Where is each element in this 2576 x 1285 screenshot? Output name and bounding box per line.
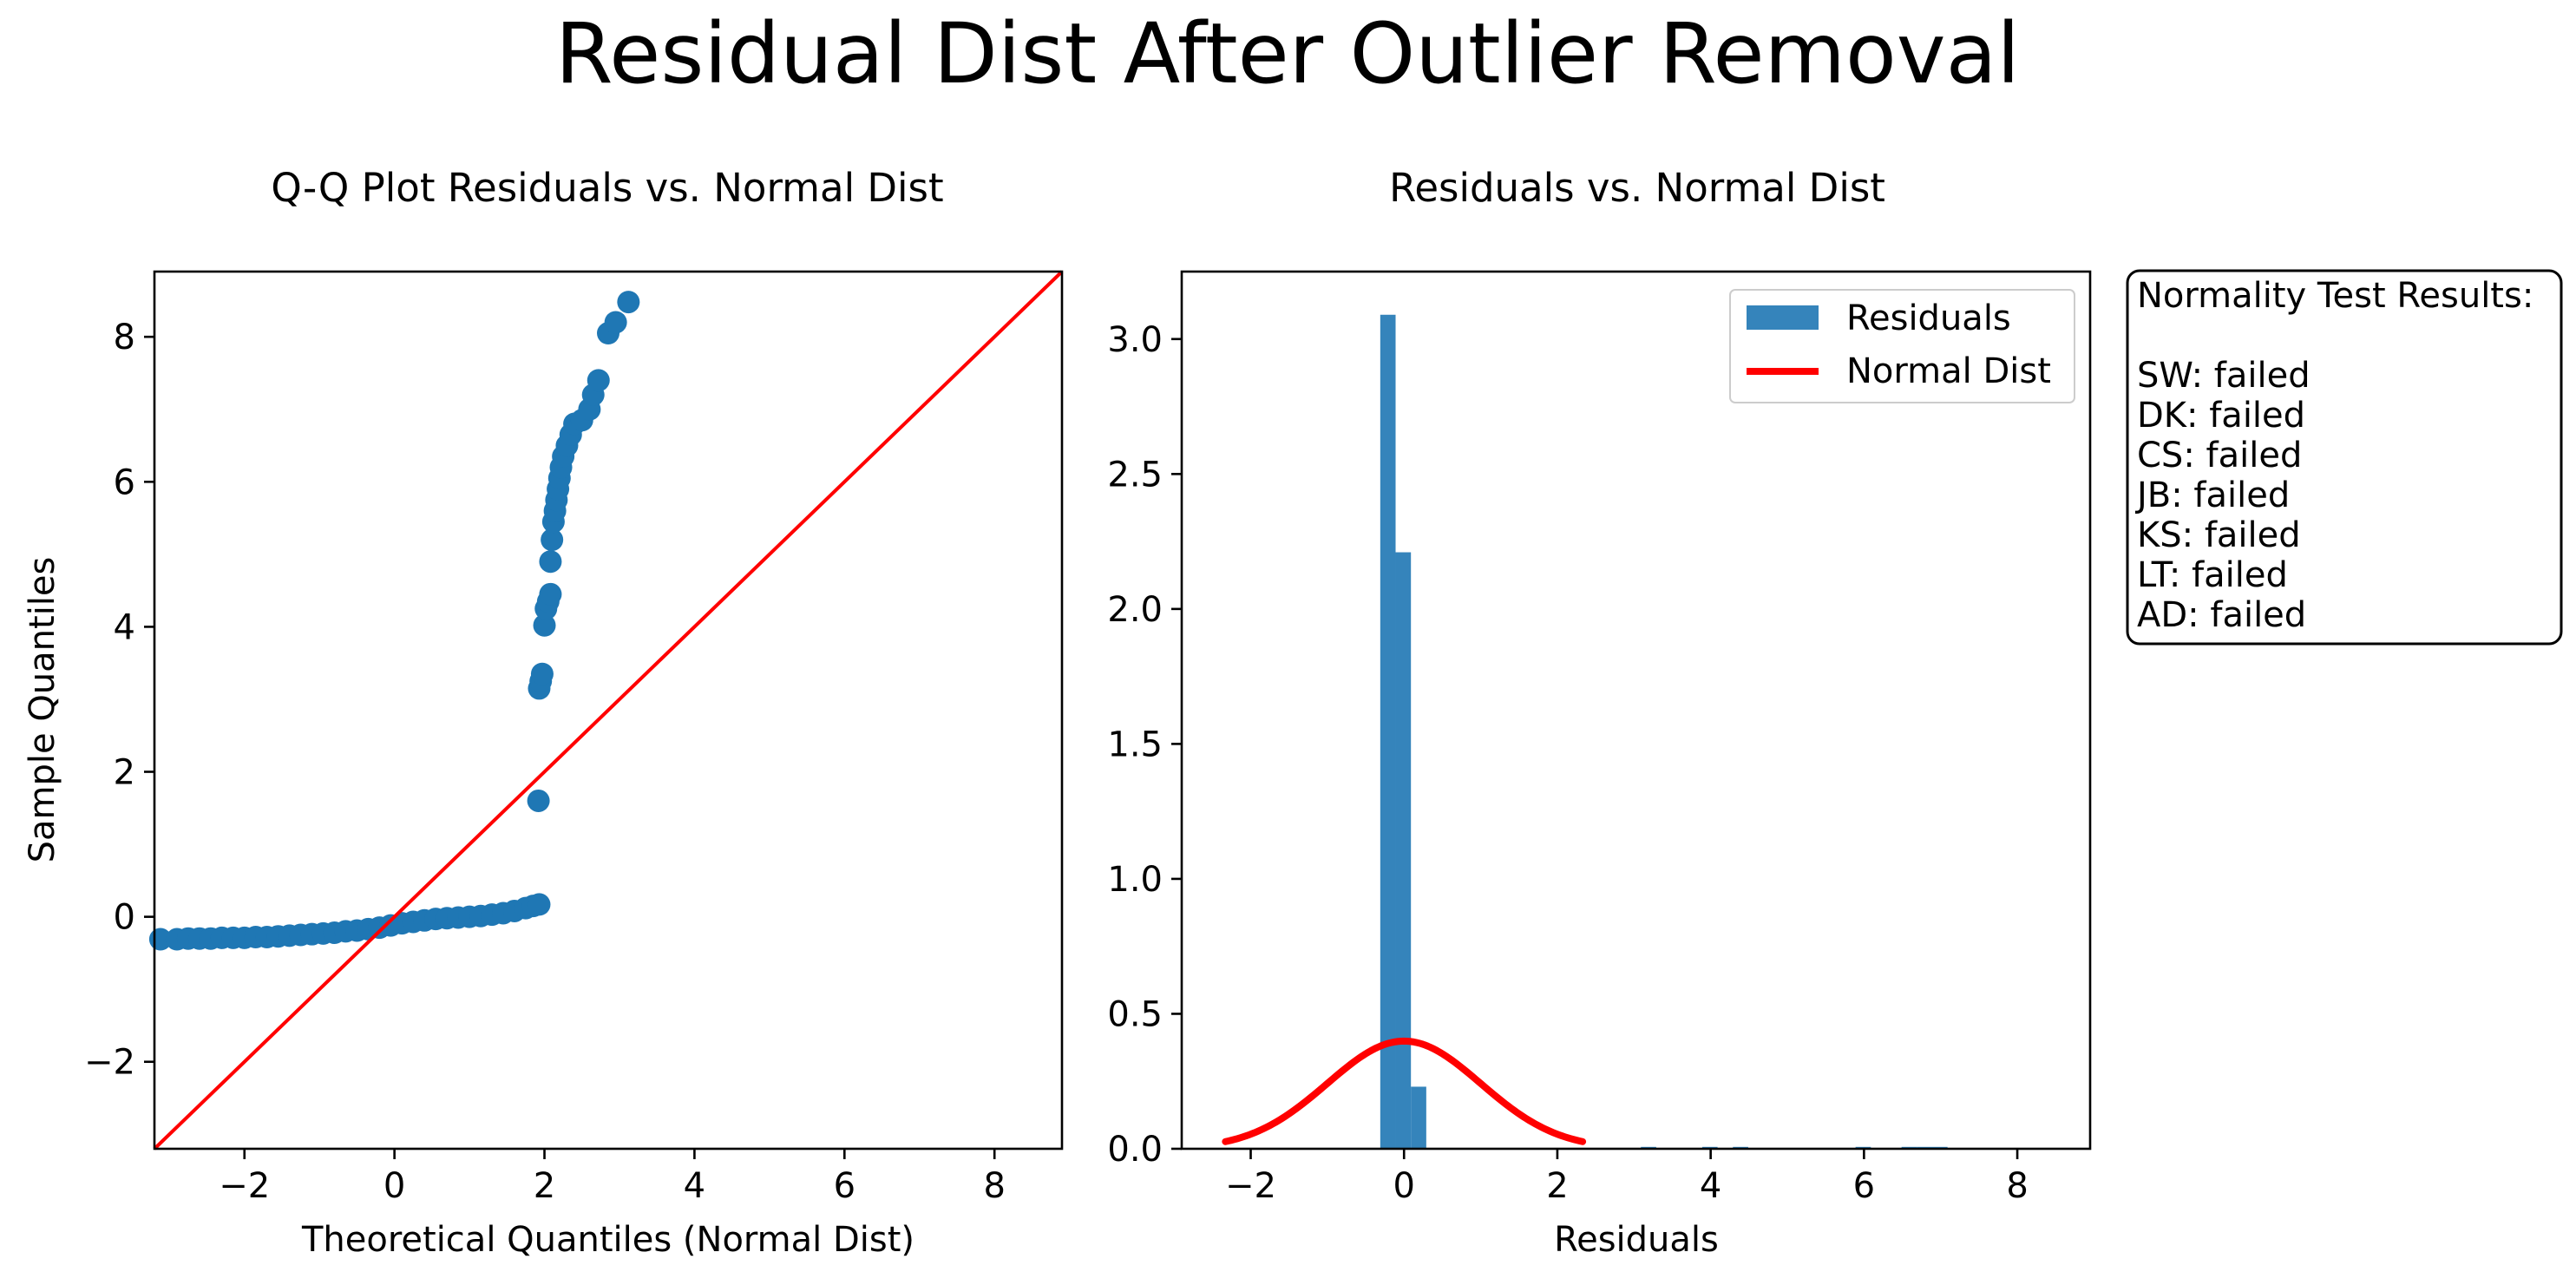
test-result-ks: KS: failed — [2137, 515, 2301, 555]
qq-point — [539, 582, 562, 606]
qq-reference-line — [153, 270, 1064, 1151]
qq-ytick-label: 4 — [114, 607, 135, 647]
histogram-bar — [1395, 552, 1412, 1149]
histogram-ytick-label: 3.0 — [1107, 320, 1163, 360]
histogram-panel: Residuals vs. Normal Dist −2 0 2 4 6 8 0.0 0.5 1… — [1107, 165, 2092, 1260]
qq-plot-xlabel: Theoretical Quantiles (Normal Dist) — [301, 1220, 914, 1260]
qq-point — [533, 613, 556, 637]
qq-point — [528, 893, 551, 916]
test-result-lt: LT: failed — [2137, 555, 2288, 595]
normality-test-heading: Normality Test Results: — [2137, 276, 2533, 316]
qq-point — [527, 789, 550, 812]
qq-xtick-label: 6 — [834, 1166, 855, 1206]
qq-point — [604, 311, 627, 334]
histogram-marks — [1222, 314, 1948, 1149]
qq-point — [539, 550, 562, 574]
qq-ytick-label: 8 — [114, 318, 135, 357]
normality-test-frame — [2126, 269, 2563, 646]
qq-ytick-label: −2 — [84, 1043, 135, 1083]
qq-point — [530, 662, 554, 685]
test-result-ad: AD: failed — [2137, 595, 2306, 635]
histogram-ytick-label: 0.5 — [1107, 994, 1163, 1034]
histogram-frame — [1180, 270, 2092, 1151]
histogram-xtick-label: 6 — [1853, 1166, 1875, 1206]
normality-test-box: Normality Test Results: SW: failed DK: f… — [2126, 269, 2563, 646]
legend-label-residuals: Residuals — [1846, 298, 2011, 338]
qq-plot-marks — [148, 270, 1064, 1151]
qq-xtick-label: 4 — [684, 1166, 705, 1206]
histogram-xtick-label: 2 — [1546, 1166, 1568, 1206]
histogram-axes: −2 0 2 4 6 8 0.0 0.5 1.0 1.5 2.0 2.5 3.0 — [1107, 320, 2028, 1206]
qq-plot-axes: −2 0 2 4 6 8 −2 0 2 4 6 8 — [84, 318, 1006, 1206]
qq-plot-title: Q-Q Plot Residuals vs. Normal Dist — [271, 165, 943, 211]
qq-xtick-label: 2 — [534, 1166, 555, 1206]
qq-point — [617, 291, 640, 314]
histogram-xlabel: Residuals — [1554, 1220, 1719, 1260]
histogram-ytick-label: 1.5 — [1107, 724, 1163, 764]
test-result-cs: CS: failed — [2137, 436, 2302, 475]
histogram-ytick-label: 1.0 — [1107, 860, 1163, 900]
histogram-xtick-label: 8 — [2006, 1166, 2028, 1206]
normal-dist-curve — [1222, 1037, 1587, 1145]
histogram-bar — [1411, 1086, 1426, 1149]
histogram-ytick-label: 0.0 — [1107, 1130, 1163, 1170]
test-result-jb: JB: failed — [2134, 475, 2290, 515]
histogram-legend: Residuals Normal Dist — [1729, 289, 2075, 403]
histogram-xtick-label: 4 — [1700, 1166, 1721, 1206]
legend-label-normal-dist: Normal Dist — [1846, 351, 2051, 391]
qq-xtick-label: 8 — [983, 1166, 1005, 1206]
qq-point — [587, 369, 610, 392]
qq-plot-frame — [153, 270, 1064, 1151]
histogram-xtick-label: −2 — [1225, 1166, 1276, 1206]
legend-swatch-residuals — [1747, 305, 1819, 330]
qq-ytick-label: 0 — [114, 898, 135, 938]
histogram-ytick-label: 2.5 — [1107, 455, 1163, 495]
qq-ytick-label: 6 — [114, 462, 135, 502]
histogram-xtick-label: 0 — [1393, 1166, 1415, 1206]
figure-title: Residual Dist After Outlier Removal — [555, 5, 2020, 102]
qq-xtick-label: −2 — [219, 1166, 270, 1206]
test-result-dk: DK: failed — [2137, 396, 2305, 436]
qq-plot-panel: Q-Q Plot Residuals vs. Normal Dist −2 0 2 4… — [23, 165, 1064, 1260]
histogram-title: Residuals vs. Normal Dist — [1389, 165, 1885, 211]
test-result-sw: SW: failed — [2137, 356, 2311, 396]
qq-ytick-label: 2 — [114, 753, 135, 793]
histogram-ytick-label: 2.0 — [1107, 590, 1163, 630]
qq-point — [541, 528, 564, 552]
qq-plot-ylabel: Sample Quantiles — [23, 557, 62, 863]
histogram-bar — [1380, 314, 1396, 1149]
qq-xtick-label: 0 — [383, 1166, 405, 1206]
